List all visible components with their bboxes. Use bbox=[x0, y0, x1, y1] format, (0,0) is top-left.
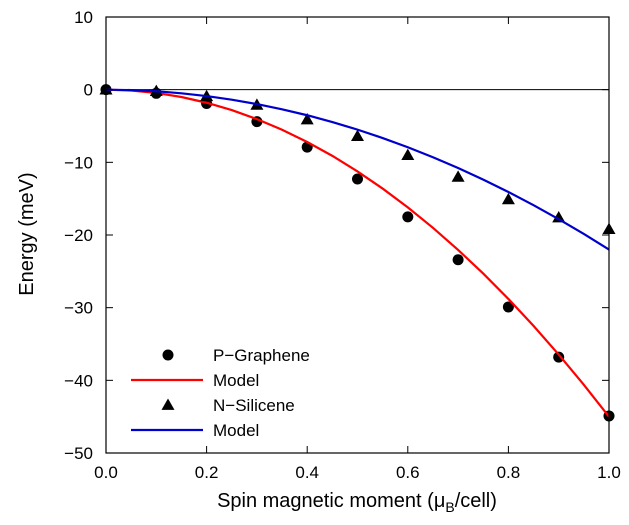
legend-label: Model bbox=[213, 421, 259, 440]
x-axis-title-subscript: B bbox=[445, 499, 454, 515]
y-tick-label: −50 bbox=[64, 444, 93, 463]
series-3 bbox=[105, 88, 610, 251]
y-tick-label: −10 bbox=[64, 153, 93, 172]
data-point-triangle bbox=[401, 148, 415, 160]
x-tick-label: 0.2 bbox=[195, 463, 219, 482]
x-tick-label: 0.8 bbox=[497, 463, 521, 482]
data-point-triangle bbox=[501, 192, 515, 205]
legend-marker-symbol bbox=[162, 349, 174, 361]
y-tick-label: −40 bbox=[64, 371, 93, 390]
y-tick-label: 10 bbox=[74, 8, 93, 27]
y-tick-label: 0 bbox=[84, 81, 93, 100]
data-point-circle bbox=[452, 254, 464, 266]
data-point-circle bbox=[553, 351, 565, 363]
data-point-triangle bbox=[552, 211, 566, 223]
y-axis-ticks: 10 0 −10 −20 −30 −40 −50 bbox=[64, 8, 609, 463]
data-point-circle bbox=[352, 173, 363, 185]
series-line bbox=[105, 88, 610, 251]
legend-item: P−Graphene bbox=[162, 346, 310, 365]
y-axis-title: Energy (meV) bbox=[16, 172, 38, 295]
x-axis-ticks: 0.0 0.2 0.4 0.6 0.8 1.0 bbox=[94, 17, 621, 482]
x-tick-label: 0.4 bbox=[295, 463, 319, 482]
series-line bbox=[105, 88, 610, 418]
data-point-circle bbox=[402, 211, 414, 223]
plot-area bbox=[99, 83, 616, 422]
x-tick-label: 0.6 bbox=[396, 463, 420, 482]
legend-label: Model bbox=[213, 371, 259, 390]
x-axis-title-tail: /cell) bbox=[455, 490, 497, 512]
data-point-triangle bbox=[300, 112, 314, 125]
legend-item: Model bbox=[131, 421, 259, 440]
legend-item: Model bbox=[131, 371, 259, 390]
y-tick-label: −30 bbox=[64, 299, 93, 318]
legend-label: N−Silicene bbox=[213, 396, 295, 415]
data-point-triangle bbox=[351, 129, 364, 142]
x-tick-label: 1.0 bbox=[597, 463, 621, 482]
legend: P−Graphene Model N−Silicene Model bbox=[131, 346, 310, 440]
legend-item: N−Silicene bbox=[161, 396, 295, 415]
y-tick-label: −20 bbox=[64, 226, 93, 245]
series-1 bbox=[105, 88, 610, 418]
legend-label: P−Graphene bbox=[213, 346, 310, 365]
data-point-circle bbox=[502, 301, 514, 313]
x-axis-title-main: Spin magnetic moment (μ bbox=[217, 490, 445, 512]
x-axis-title: Spin magnetic moment (μB/cell) bbox=[217, 490, 497, 515]
data-point-triangle bbox=[451, 170, 465, 182]
legend-marker-symbol bbox=[161, 398, 175, 410]
x-tick-label: 0.0 bbox=[94, 463, 118, 482]
